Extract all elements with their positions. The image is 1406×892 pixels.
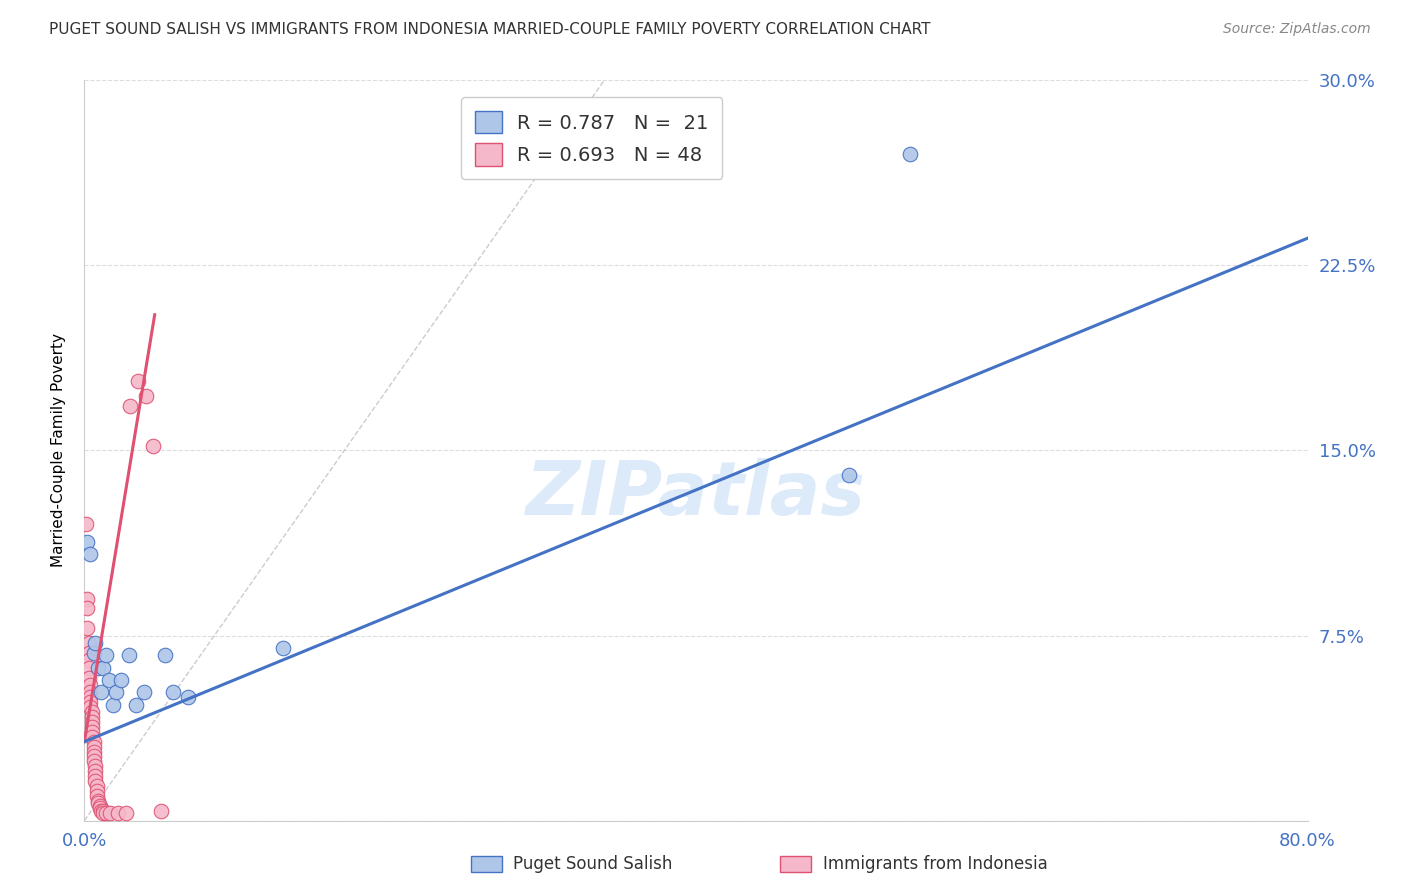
Point	[79, 685, 101, 699]
Point	[83, 755, 105, 769]
Point	[84, 759, 107, 773]
Point	[84, 764, 107, 779]
Point	[91, 660, 114, 674]
Point	[87, 797, 110, 811]
Point	[80, 710, 103, 724]
Point	[114, 806, 136, 821]
Point	[97, 673, 120, 687]
Point	[79, 700, 101, 714]
Point	[838, 468, 860, 483]
Point	[107, 806, 129, 821]
Point	[90, 804, 112, 818]
Point	[162, 685, 184, 699]
Point	[155, 648, 177, 663]
Point	[80, 714, 103, 729]
Point	[91, 804, 114, 818]
Point	[105, 685, 128, 699]
Point	[77, 636, 100, 650]
Point	[149, 804, 172, 818]
Point	[177, 690, 200, 705]
Point	[77, 660, 100, 674]
Y-axis label: Married-Couple Family Poverty: Married-Couple Family Poverty	[51, 334, 66, 567]
Point	[80, 730, 103, 744]
Point	[86, 779, 108, 793]
Point	[135, 389, 157, 403]
Point	[84, 636, 107, 650]
Point	[142, 438, 165, 452]
Point	[87, 660, 110, 674]
Point	[83, 734, 105, 748]
Point	[132, 685, 155, 699]
Point	[83, 739, 105, 754]
Point	[94, 648, 117, 663]
Point	[79, 547, 101, 561]
Text: PUGET SOUND SALISH VS IMMIGRANTS FROM INDONESIA MARRIED-COUPLE FAMILY POVERTY CO: PUGET SOUND SALISH VS IMMIGRANTS FROM IN…	[49, 22, 931, 37]
Point	[110, 673, 132, 687]
Point	[86, 789, 108, 803]
Point	[80, 724, 103, 739]
Point	[83, 749, 105, 764]
Point	[77, 653, 100, 667]
Point	[76, 601, 98, 615]
Point	[125, 698, 148, 712]
Point	[83, 745, 105, 759]
Point	[84, 774, 107, 789]
Point	[271, 640, 294, 655]
Text: Source: ZipAtlas.com: Source: ZipAtlas.com	[1223, 22, 1371, 37]
Point	[83, 646, 105, 660]
Point	[80, 705, 103, 719]
Point	[120, 399, 142, 413]
Point	[98, 806, 121, 821]
Point	[127, 375, 149, 389]
Point	[76, 591, 98, 606]
Point	[91, 806, 114, 821]
Point	[90, 685, 112, 699]
Point	[118, 648, 141, 663]
Point	[89, 801, 111, 815]
Point	[77, 671, 100, 685]
Point	[79, 678, 101, 692]
Text: Puget Sound Salish: Puget Sound Salish	[513, 855, 672, 873]
Point	[79, 690, 101, 705]
Point	[103, 698, 125, 712]
Point	[79, 695, 101, 709]
Point	[80, 720, 103, 734]
Point	[75, 517, 97, 532]
Point	[76, 534, 98, 549]
Point	[94, 806, 117, 821]
Point	[84, 769, 107, 783]
Point	[76, 621, 98, 635]
Text: ZIPatlas: ZIPatlas	[526, 458, 866, 532]
Point	[86, 784, 108, 798]
Point	[898, 147, 921, 161]
Point	[87, 794, 110, 808]
Text: Immigrants from Indonesia: Immigrants from Indonesia	[823, 855, 1047, 873]
Point	[89, 798, 111, 813]
Point	[77, 646, 100, 660]
Legend: R = 0.787   N =  21, R = 0.693   N = 48: R = 0.787 N = 21, R = 0.693 N = 48	[461, 97, 723, 179]
